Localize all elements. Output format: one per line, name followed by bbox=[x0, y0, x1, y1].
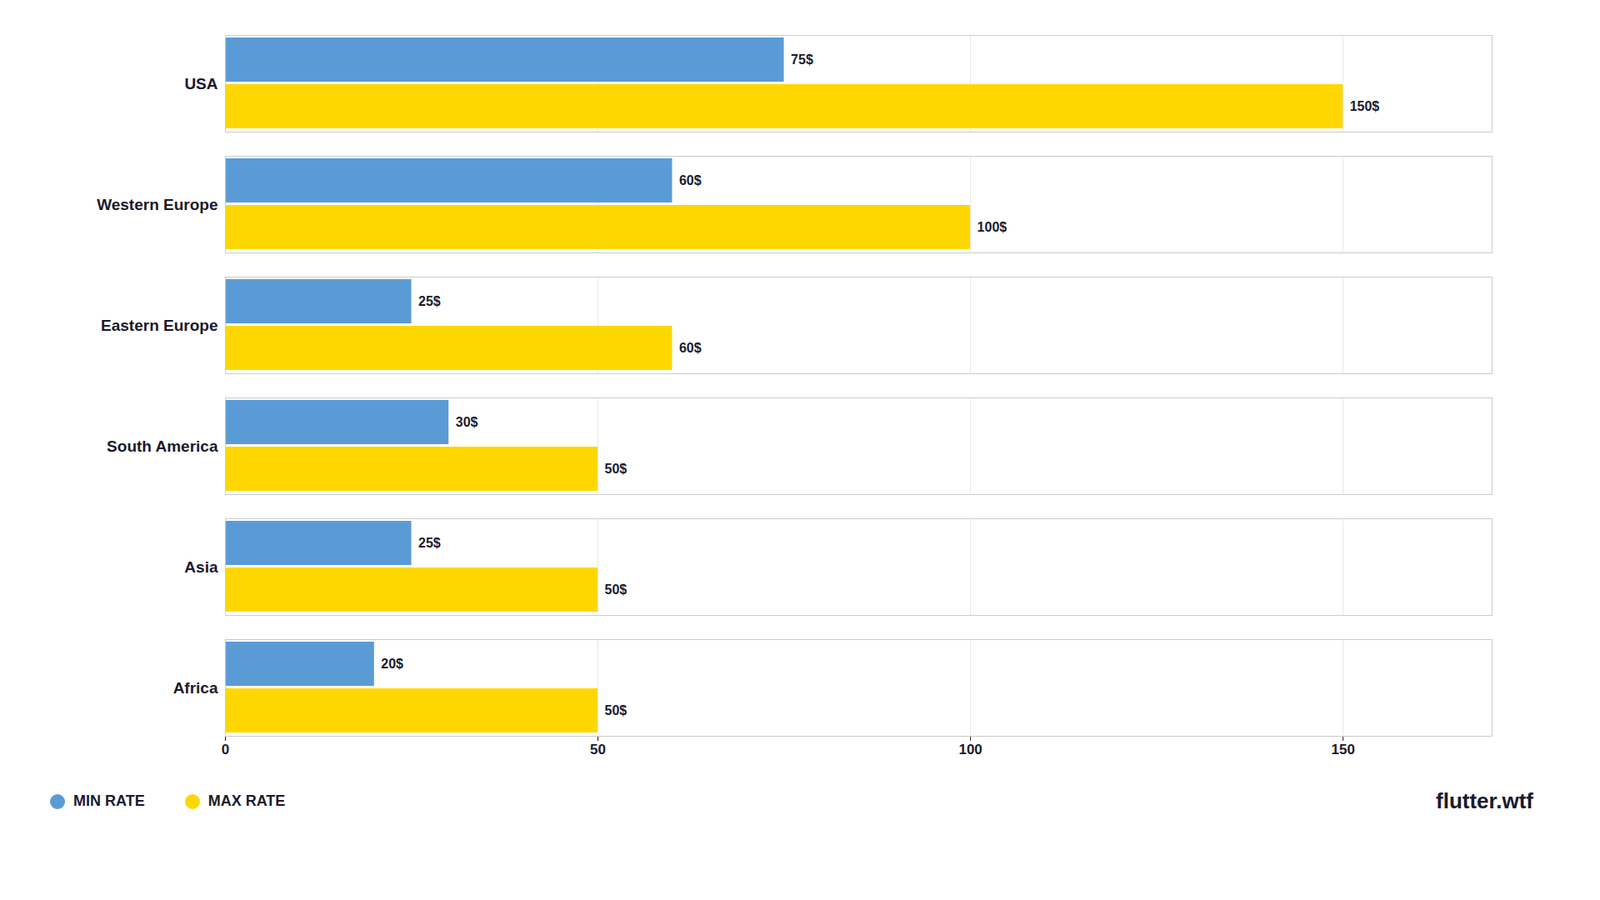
html-text:flutter.wtf: flutter.wtf bbox=[1435, 788, 1534, 814]
svg-text:USA: USA bbox=[184, 75, 218, 93]
svg-text:100$: 100$ bbox=[977, 220, 1008, 235]
svg-text:0: 0 bbox=[221, 741, 230, 758]
svg-text:50: 50 bbox=[590, 741, 606, 758]
svg-text:Africa: Africa bbox=[173, 679, 219, 697]
svg-text:50$: 50$ bbox=[605, 582, 628, 597]
svg-text:50$: 50$ bbox=[605, 703, 628, 718]
svg-text:60$: 60$ bbox=[679, 173, 702, 188]
svg-text:50$: 50$ bbox=[605, 461, 628, 476]
svg-text:150: 150 bbox=[1330, 741, 1355, 758]
svg-text:75$: 75$ bbox=[790, 52, 814, 67]
svg-text:150$: 150$ bbox=[1350, 99, 1380, 114]
html-text:MIN RATE: MIN RATE bbox=[73, 792, 145, 810]
html-text:MAX RATE: MAX RATE bbox=[208, 792, 286, 810]
svg-text:20$: 20$ bbox=[380, 656, 404, 671]
svg-text:25$: 25$ bbox=[418, 535, 441, 550]
svg-text:60$: 60$ bbox=[679, 340, 702, 355]
svg-text:25$: 25$ bbox=[418, 294, 441, 309]
svg-text:100: 100 bbox=[958, 741, 982, 758]
svg-text:Western Europe: Western Europe bbox=[96, 195, 218, 214]
svg-text:30$: 30$ bbox=[455, 415, 479, 430]
svg-text:Asia: Asia bbox=[184, 558, 219, 576]
svg-text:South America: South America bbox=[106, 437, 219, 455]
svg-text:Eastern Europe: Eastern Europe bbox=[100, 316, 218, 335]
